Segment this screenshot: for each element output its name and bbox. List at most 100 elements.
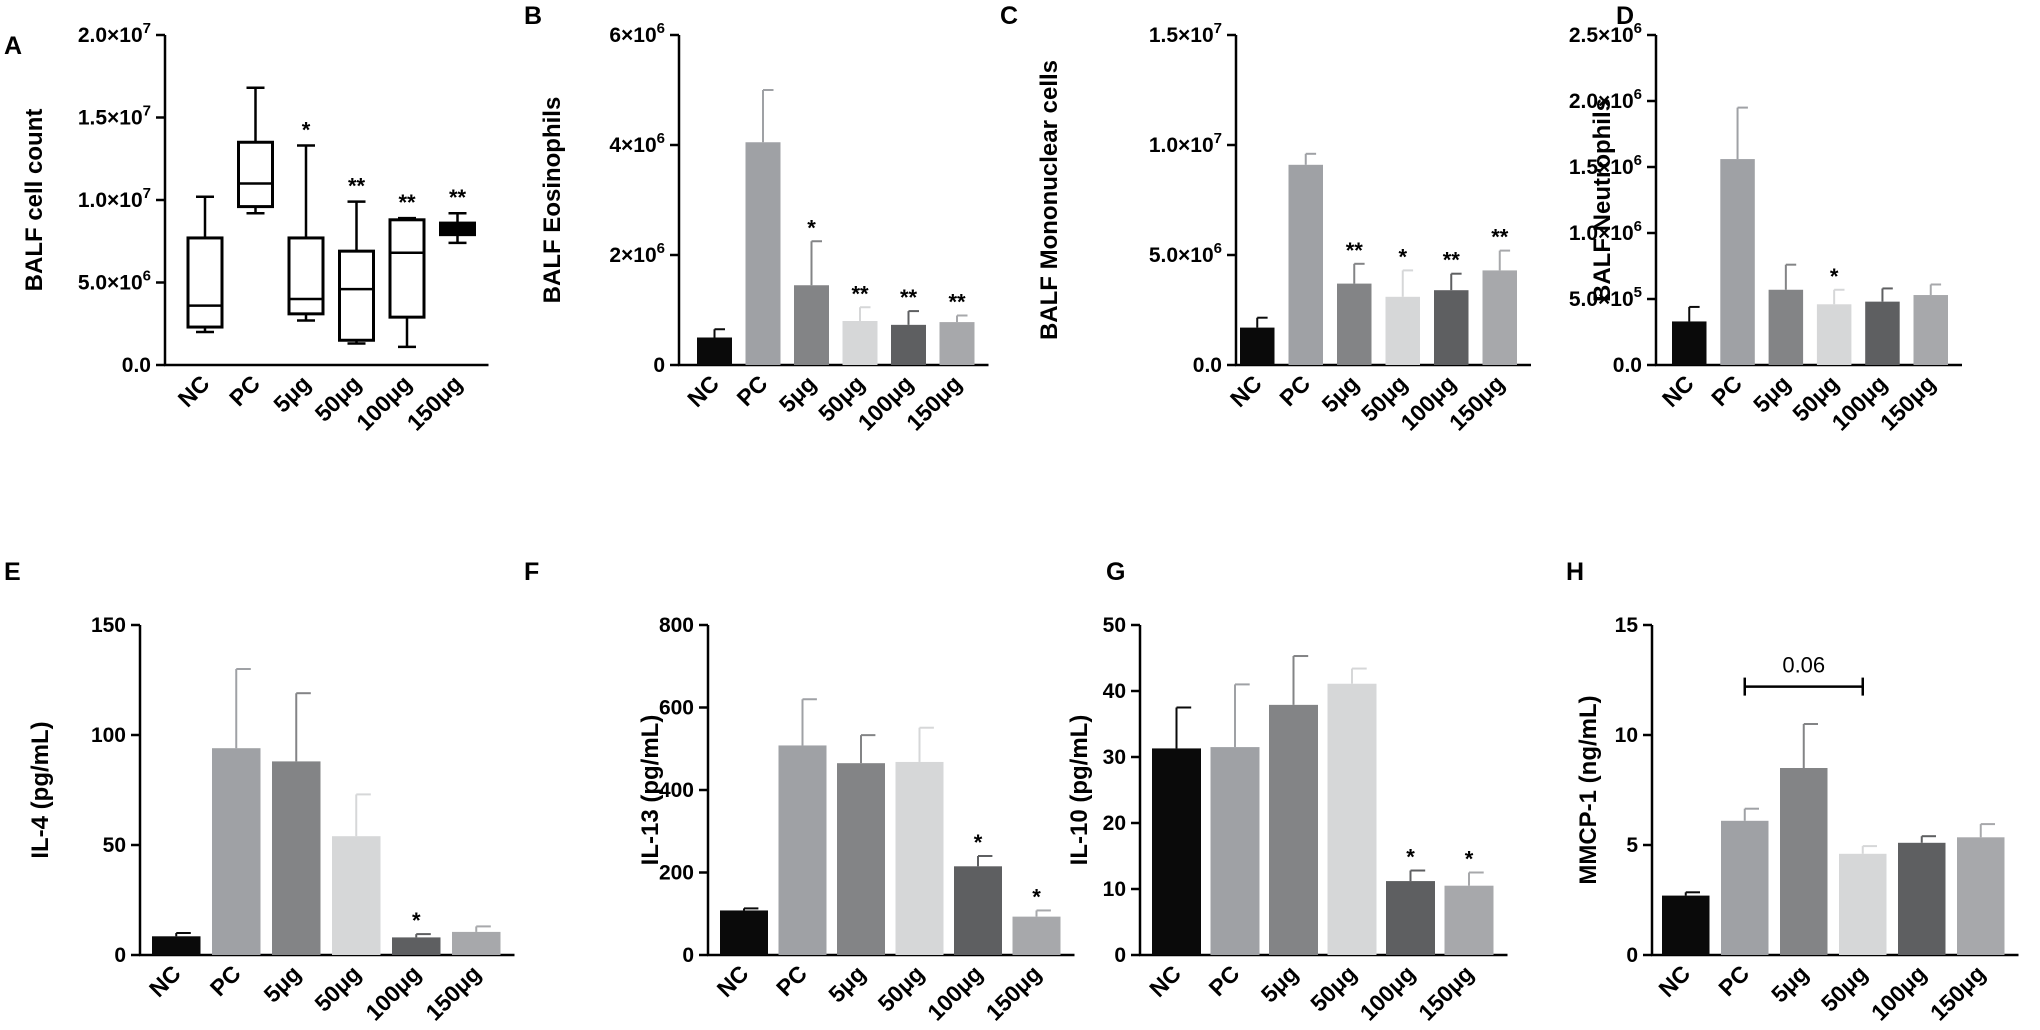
x-tick-label-5ug: 5μg <box>268 370 315 417</box>
y-tick-label: 2.5×106 <box>1569 20 1642 47</box>
significance-marker: ** <box>1491 225 1509 250</box>
x-tick-label-nc: NC <box>1657 370 1699 412</box>
panel-c: C 0.0 5.0×106 1.0×107 1.5×107 BALF Mononuclea… <box>1000 2 1531 436</box>
panel-letter: B <box>524 2 542 30</box>
bar-5ug: * <box>794 215 829 365</box>
significance-marker: * <box>1032 884 1041 909</box>
bar-rect <box>842 321 878 365</box>
bar-pc <box>1721 807 1769 955</box>
significance-marker: ** <box>948 290 966 315</box>
bar-rect <box>1898 842 1946 955</box>
y-tick-label: 5.0×105 <box>1569 284 1642 311</box>
box-50ug: ** <box>338 174 375 345</box>
bar-rect <box>1434 290 1469 365</box>
bar-100ug <box>1865 287 1900 365</box>
x-tick-label-150ug: 150μg <box>1875 370 1940 435</box>
y-tick-label: 400 <box>659 779 694 802</box>
y-tick-label: 200 <box>659 862 694 885</box>
bar-rect <box>1839 853 1887 955</box>
bar-rect <box>1482 270 1517 365</box>
x-tick-label-5ug: 5μg <box>823 960 870 1007</box>
bar-rect <box>1152 748 1201 955</box>
x-tick-label-pc: PC <box>732 370 773 411</box>
x-tick-label-pc: PC <box>1204 960 1245 1001</box>
bar-rect <box>1720 159 1755 365</box>
bar-pc <box>778 698 827 955</box>
significance-marker: * <box>974 830 983 855</box>
y-tick-label: 50 <box>1103 614 1126 637</box>
x-tick-label-nc: NC <box>144 960 186 1002</box>
bar-rect <box>1444 885 1494 955</box>
x-tick-label-pc: PC <box>1713 960 1754 1001</box>
y-tick-label: 0 <box>114 944 126 967</box>
y-tick-label: 20 <box>1103 812 1126 835</box>
bar-pc <box>1288 152 1323 365</box>
significance-marker: * <box>302 118 311 143</box>
x-tick-label-nc: NC <box>682 370 724 412</box>
significance-marker: ** <box>900 285 918 310</box>
bar-150ug <box>452 925 501 955</box>
box-iqr <box>388 218 426 319</box>
bar-rect <box>1327 683 1377 955</box>
x-tick-label-150ug: 150μg <box>1925 960 1990 1025</box>
bar-100ug: ** <box>891 285 926 365</box>
panel-g: G 0 10 20 30 40 50 IL-10 (pg/mL) NC PC 5μg 50μg100μ… <box>1066 558 1508 1026</box>
bar-rect <box>895 761 944 955</box>
bar-50ug: ** <box>842 281 878 365</box>
x-tick-label-5ug: 5μg <box>1256 960 1303 1007</box>
x-tick-label-nc: NC <box>1225 370 1267 412</box>
panel-f: F 0 200 400 600 800 IL-13 (pg/mL) NC PC 5μg 50μg10… <box>524 558 1075 1026</box>
box-pc <box>237 86 274 215</box>
x-tick-label-50ug: 50μg <box>1816 960 1872 1016</box>
y-tick-label: 0 <box>653 354 665 377</box>
significance-marker: * <box>1398 244 1407 269</box>
y-tick-label: 0 <box>682 944 694 967</box>
y-tick-label: 2.0×107 <box>78 20 151 47</box>
y-axis-title: IL-13 (pg/mL) <box>637 715 664 866</box>
y-tick-label: 0.0 <box>1613 354 1642 377</box>
panel-e: E 0 50 100 150 IL-4 (pg/mL) NC PC 5μg 50μg100μg15… <box>4 558 515 1026</box>
y-tick-label: 1.5×106 <box>1569 152 1642 179</box>
x-tick-label-100ug: 100μg <box>1866 960 1931 1025</box>
bar-100ug: ** <box>1434 248 1469 365</box>
significance-marker: ** <box>1443 248 1461 273</box>
y-tick-label: 1.0×107 <box>78 185 151 212</box>
y-tick-label: 1.0×106 <box>1569 218 1642 245</box>
x-tick-label-150ug: 150μg <box>402 370 467 435</box>
x-tick-label-50ug: 50μg <box>1305 960 1361 1016</box>
bar-rect <box>272 761 321 955</box>
bar-pc <box>1210 683 1260 955</box>
bar-rect <box>452 931 501 955</box>
y-tick-label: 1.0×107 <box>1149 130 1222 157</box>
x-tick-label-pc: PC <box>224 370 265 411</box>
bar-nc <box>152 932 201 955</box>
y-tick-label: 5 <box>1626 834 1638 857</box>
bar-100ug: * <box>1386 845 1435 955</box>
bar-150ug <box>1913 283 1948 365</box>
x-tick-label-150ug: 150μg <box>981 960 1046 1025</box>
bar-rect <box>745 142 781 365</box>
bar-pc <box>1720 106 1755 365</box>
y-axis-title: BALF Eosinophils <box>539 97 566 304</box>
y-tick-label: 5.0×106 <box>78 268 151 295</box>
y-tick-label: 1.5×107 <box>78 103 151 130</box>
y-tick-label: 5.0×106 <box>1149 240 1222 267</box>
bar-50ug <box>1839 845 1887 955</box>
panel-d: D 0.0 5.0×105 1.0×106 1.5×106 2.0×106 2.5×106 B… <box>1569 2 1962 436</box>
panel-h: H 0 5 10 15 MMCP-1 (ng/mL) NC PC 5μg 50μg100μg150… <box>1566 558 2019 1026</box>
panel-letter: C <box>1000 2 1018 30</box>
panel-letter: H <box>1566 558 1584 586</box>
box-iqr <box>186 236 224 329</box>
x-tick-label-100ug: 100μg <box>1355 960 1420 1025</box>
y-tick-label: 0 <box>1626 944 1638 967</box>
y-tick-label: 2×106 <box>609 240 665 267</box>
bar-5ug <box>1768 263 1804 365</box>
x-tick-label-5ug: 5μg <box>1316 370 1363 417</box>
x-tick-label-50ug: 50μg <box>873 960 929 1016</box>
box-iqr <box>237 140 274 209</box>
bar-nc <box>1240 316 1275 365</box>
bar-150ug: * <box>1012 884 1061 955</box>
bar-150ug: * <box>1444 847 1494 955</box>
significance-marker: ** <box>398 190 416 215</box>
bar-nc <box>1662 891 1710 955</box>
